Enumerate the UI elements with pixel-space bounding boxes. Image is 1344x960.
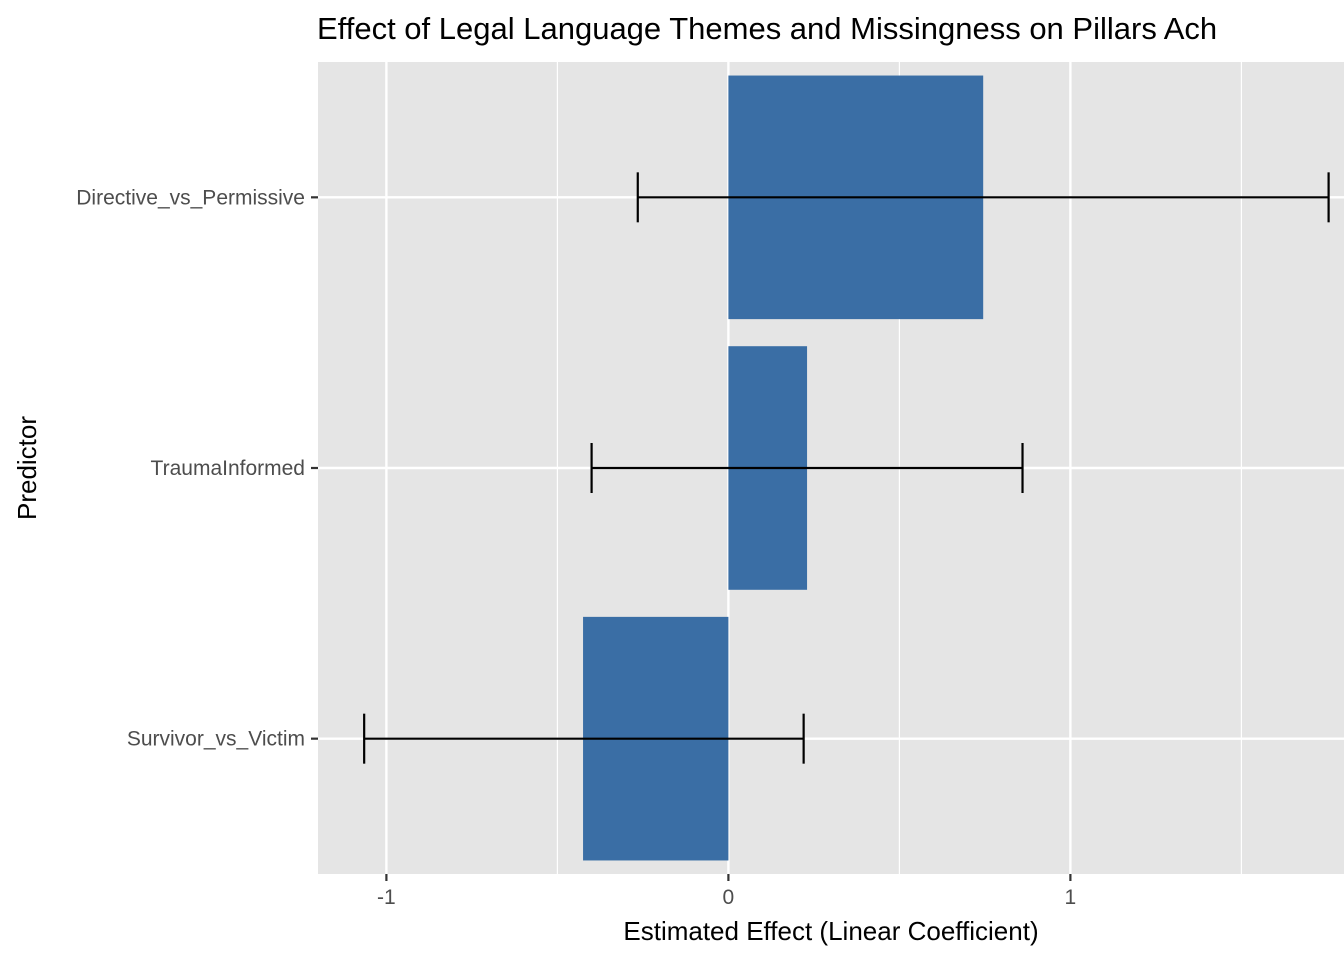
x-tick-label: 1 <box>1065 886 1077 909</box>
error-bar-TraumaInformed <box>590 443 1024 493</box>
y-tick-label: TraumaInformed <box>151 457 305 480</box>
y-tick-label: Survivor_vs_Victim <box>127 728 305 751</box>
y-axis-title: Predictor <box>12 416 42 520</box>
error-bar-Survivor_vs_Victim <box>363 713 805 764</box>
y-tick-label: Directive_vs_Permissive <box>76 186 305 209</box>
error-bars <box>363 172 1330 764</box>
x-axis: -1 0 1 <box>377 874 1076 909</box>
x-tick-label: 0 <box>723 886 735 909</box>
y-axis: Directive_vs_Permissive TraumaInformed Sur… <box>76 186 318 751</box>
x-tick-label: -1 <box>377 886 396 909</box>
x-axis-title: Estimated Effect (Linear Coefficient) <box>623 916 1038 946</box>
error-bar-Directive_vs_Permissive <box>636 172 1330 223</box>
chart-title: Effect of Legal Language Themes and Miss… <box>317 11 1217 46</box>
